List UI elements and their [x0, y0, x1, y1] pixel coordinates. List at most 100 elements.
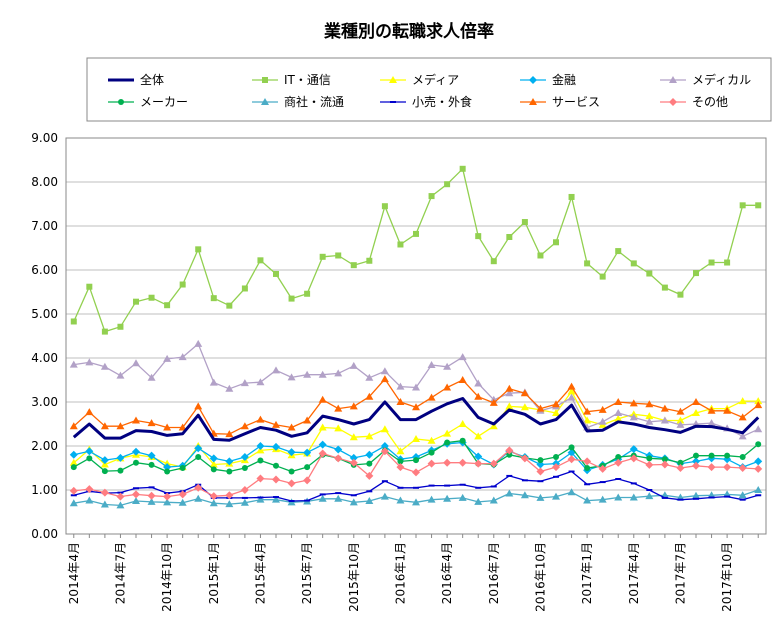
data-point: [584, 260, 591, 267]
data-point: [100, 488, 109, 497]
data-point: [536, 467, 545, 476]
data-point: [598, 495, 607, 503]
data-point: [318, 370, 327, 378]
data-point: [645, 492, 654, 500]
data-point: [413, 486, 419, 489]
legend-item: その他: [660, 95, 728, 109]
y-tick-label: 5.00: [31, 307, 58, 321]
data-point: [505, 389, 514, 397]
data-point: [738, 491, 747, 499]
data-point: [677, 498, 684, 501]
x-tick-label: 2015年10月: [347, 542, 361, 612]
data-point: [506, 234, 513, 240]
data-point: [427, 393, 436, 401]
data-point: [365, 432, 374, 440]
data-point: [334, 424, 343, 432]
legend-label: メーカー: [140, 95, 188, 109]
data-point: [474, 379, 483, 387]
data-point: [304, 464, 311, 471]
data-point: [676, 416, 685, 424]
data-point: [272, 420, 280, 428]
data-point: [240, 379, 249, 387]
data-point: [304, 290, 311, 297]
data-point: [70, 494, 77, 497]
data-point: [147, 451, 156, 460]
data-point: [163, 492, 172, 501]
data-point: [240, 422, 249, 430]
data-point: [474, 392, 483, 400]
data-point: [505, 384, 514, 392]
data-point: [676, 464, 685, 472]
legend-marker: [529, 98, 537, 105]
data-point: [520, 491, 529, 499]
legend-label: 金融: [552, 72, 576, 87]
legend-marker: [262, 77, 268, 83]
data-point: [287, 448, 296, 457]
data-point: [209, 492, 218, 501]
data-point: [660, 416, 669, 424]
legend-item: 全体: [108, 72, 164, 87]
data-point: [708, 452, 715, 459]
legend-label: 商社・流通: [284, 94, 344, 109]
data-point: [536, 493, 545, 501]
x-tick-label: 2017年1月: [580, 542, 594, 604]
data-point: [412, 498, 420, 506]
data-point: [147, 491, 156, 500]
data-point: [490, 485, 497, 488]
data-point: [349, 433, 358, 441]
legend-item: 小売・外食: [380, 94, 472, 109]
data-point: [194, 402, 203, 410]
data-point: [241, 285, 248, 292]
series-group: [69, 165, 763, 509]
data-point: [474, 459, 483, 468]
data-point: [226, 468, 233, 475]
data-point: [629, 399, 638, 407]
data-point: [412, 434, 420, 442]
data-point: [147, 373, 156, 381]
data-point: [85, 358, 94, 366]
data-point: [677, 459, 684, 466]
data-point: [303, 476, 312, 485]
data-point: [69, 458, 78, 466]
data-point: [521, 219, 528, 226]
data-point: [147, 419, 156, 427]
data-point: [412, 383, 420, 391]
data-point: [397, 486, 404, 489]
legend-label: IT・通信: [284, 73, 331, 87]
data-point: [489, 422, 498, 430]
series-line: [72, 397, 760, 442]
data-point: [396, 398, 405, 405]
data-point: [754, 397, 763, 405]
data-point: [397, 458, 404, 465]
legend-item: メディカル: [660, 72, 751, 87]
data-point: [319, 493, 326, 496]
data-point: [552, 400, 560, 408]
data-point: [380, 447, 389, 456]
data-point: [272, 366, 280, 374]
data-point: [444, 484, 451, 487]
data-point: [490, 258, 497, 265]
data-point: [520, 389, 529, 397]
data-point: [567, 393, 576, 401]
data-point: [428, 484, 435, 487]
y-tick-label: 7.00: [31, 219, 58, 233]
series-その他: [69, 446, 763, 501]
data-point: [661, 284, 668, 291]
data-point: [693, 497, 699, 500]
data-point: [380, 492, 389, 500]
data-point: [365, 392, 374, 400]
data-point: [350, 262, 357, 269]
data-point: [568, 193, 575, 200]
data-point: [365, 373, 374, 381]
data-point: [661, 496, 668, 499]
data-point: [396, 447, 405, 455]
data-point: [458, 420, 467, 427]
data-point: [318, 449, 327, 458]
data-point: [396, 382, 405, 390]
data-point: [303, 370, 312, 378]
data-point: [179, 465, 186, 471]
data-point: [349, 453, 358, 462]
data-point: [334, 454, 343, 463]
